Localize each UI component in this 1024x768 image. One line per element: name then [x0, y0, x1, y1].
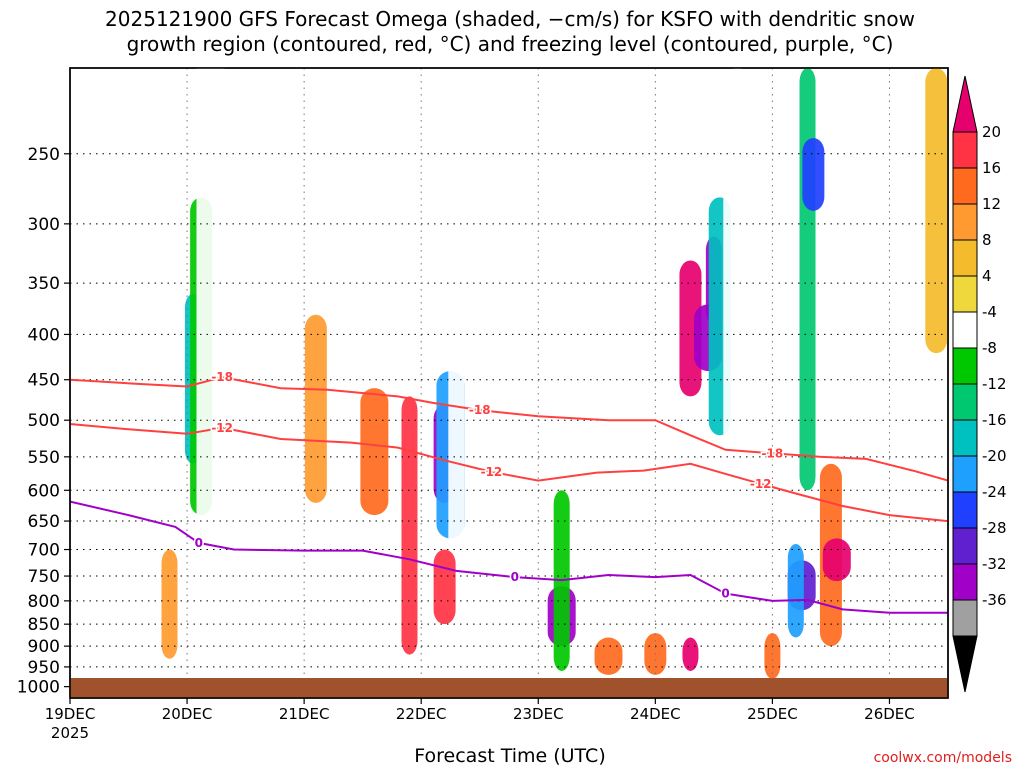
colorbar-label: -4: [982, 303, 997, 321]
omega-cell: [682, 637, 699, 671]
contour-label: -12: [750, 477, 772, 491]
contour-label: -12: [481, 465, 503, 479]
colorbar-segment: [952, 347, 978, 385]
y-tick-label: 350: [28, 274, 60, 294]
colorbar-label: -16: [982, 411, 1007, 429]
dendritic-contour: [70, 376, 948, 482]
credit-text: coolwx.com/models: [874, 750, 1012, 766]
contour-label: -18: [762, 446, 784, 460]
colorbar-segment: [952, 599, 978, 637]
x-tick-label: 23DEC: [513, 705, 564, 723]
contour-label: 0: [195, 536, 203, 550]
colorbar-segment: [952, 311, 978, 349]
colorbar-segment: [952, 239, 978, 277]
x-tick-label: 26DEC: [864, 705, 915, 723]
colorbar-label: -28: [982, 519, 1007, 537]
colorbar-segment: [952, 527, 978, 565]
x-tick-label: 24DEC: [630, 705, 681, 723]
y-tick-label: 700: [28, 541, 60, 561]
omega-cell: [910, 371, 939, 663]
y-tick-label: 950: [28, 658, 60, 678]
contour-label: -18: [469, 403, 491, 417]
x-tick-label: 20DEC: [162, 705, 213, 723]
omega-cell: [433, 549, 456, 625]
y-tick-label: 400: [28, 325, 60, 345]
omega-cell: [799, 68, 816, 491]
y-tick-label: 850: [28, 615, 60, 635]
y-tick-label: 750: [28, 567, 60, 587]
colorbar-label: -20: [982, 447, 1007, 465]
colorbar-label: 12: [982, 195, 1001, 213]
omega-cell: [196, 68, 225, 647]
y-tick-label: 600: [28, 481, 60, 501]
y-tick-label: 500: [28, 411, 60, 431]
colorbar-cap-top: [952, 75, 978, 133]
colorbar-segment: [952, 383, 978, 421]
contour-lines: -18 -18 -18 -12 -12 -12 0 0 0: [70, 369, 948, 614]
omega-cell: [787, 544, 804, 638]
x-axis-year: 2025: [51, 724, 89, 742]
x-axis-label: Forecast Time (UTC): [414, 745, 605, 767]
colorbar-segment: [952, 275, 978, 313]
chart-title-line2: growth region (contoured, red, °C) and f…: [127, 32, 894, 56]
colorbar-label: -12: [982, 375, 1007, 393]
omega-cell: [822, 538, 851, 582]
freezing-contour: [70, 500, 948, 614]
colorbar-segment: [952, 455, 978, 493]
x-axis: 19DEC 20DEC 21DEC 22DEC 23DEC 24DEC 25DEC 26DEC: [45, 698, 915, 723]
y-axis: 2503003504004505005506006507007508008509…: [17, 145, 70, 698]
x-tick-label: 21DEC: [279, 705, 330, 723]
y-tick-label: 300: [28, 215, 60, 235]
plot-frame: [69, 67, 949, 699]
colorbar-label: -8: [982, 339, 997, 357]
colorbar-cap-bottom: [952, 635, 978, 693]
contour-label: 0: [511, 570, 519, 584]
omega-cell: [723, 68, 752, 550]
omega-cell: [448, 223, 465, 582]
contour-label: 0: [721, 587, 729, 601]
omega-cell: [802, 138, 825, 211]
colorbar-label: -36: [982, 591, 1007, 609]
omega-cell: [304, 314, 327, 503]
colorbar-segment: [952, 131, 978, 169]
colorbar-label: -24: [982, 483, 1007, 501]
y-tick-label: 1000: [17, 678, 60, 698]
colorbar-label: -32: [982, 555, 1007, 573]
x-tick-label: 22DEC: [396, 705, 447, 723]
colorbar-segment: [952, 563, 978, 601]
contour-label: -18: [211, 370, 233, 384]
colorbar-label: 16: [982, 159, 1001, 177]
colorbar-label: 8: [982, 231, 992, 249]
omega-cell: [594, 637, 623, 675]
omega-cell: [360, 388, 389, 516]
x-tick-label: 19DEC: [45, 705, 96, 723]
omega-cell: [925, 68, 948, 354]
colorbar: 20 16 12 8 4 -4 -8 -12 -16 -20 -24 -28 -32 -36: [952, 75, 1007, 693]
omega-cell: [764, 633, 781, 679]
omega-cell: [401, 396, 418, 655]
ground-terrain: [70, 678, 948, 698]
omega-shading: [161, 68, 948, 679]
x-tick-label: 25DEC: [747, 705, 798, 723]
colorbar-segment: [952, 167, 978, 205]
colorbar-label: 4: [982, 267, 992, 285]
y-tick-label: 450: [28, 371, 60, 391]
dendritic-contour: [70, 423, 948, 523]
colorbar-label: 20: [982, 123, 1001, 141]
omega-cell: [161, 549, 178, 659]
y-tick-label: 550: [28, 448, 60, 468]
y-tick-label: 650: [28, 512, 60, 532]
y-tick-label: 800: [28, 592, 60, 612]
colorbar-segment: [952, 419, 978, 457]
y-tick-label: 250: [28, 145, 60, 165]
chart-title-line1: 2025121900 GFS Forecast Omega (shaded, −…: [105, 7, 915, 31]
colorbar-segment: [952, 491, 978, 529]
colorbar-segment: [952, 203, 978, 241]
y-tick-label: 900: [28, 637, 60, 657]
contour-label: -12: [211, 421, 233, 435]
